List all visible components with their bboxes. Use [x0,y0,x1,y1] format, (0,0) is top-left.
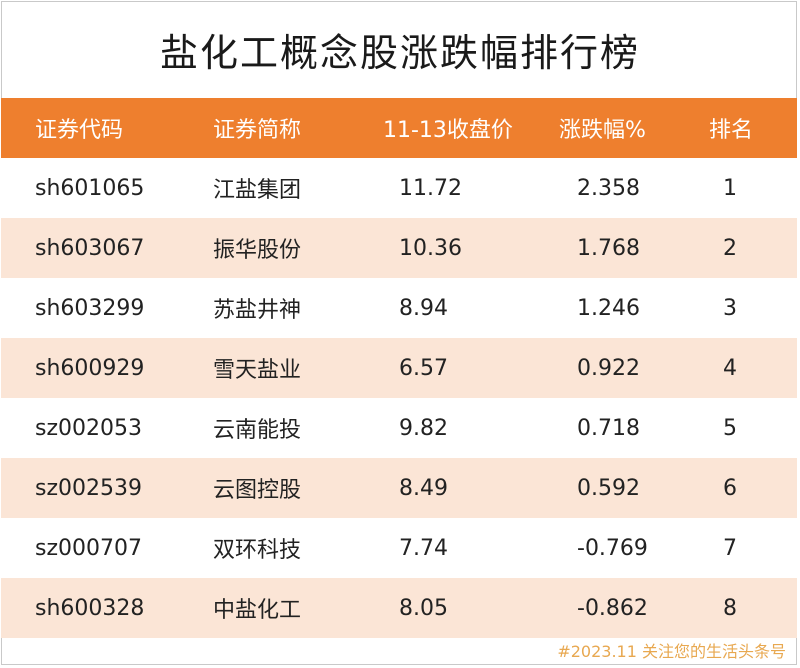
table-row: sh603299 苏盐井神 8.94 1.246 3 [1,278,797,338]
cell-code: sz000707 [35,535,142,561]
cell-name: 苏盐井神 [213,298,302,323]
cell-rank: 3 [723,295,737,321]
cell-change-pct: -0.769 [577,535,648,561]
cell-change-pct: 0.922 [577,355,640,381]
cell-close-price: 9.82 [399,415,448,441]
cell-name: 雪天盐业 [213,358,302,383]
cell-rank: 6 [723,475,737,501]
table-row: sh603067 振华股份 10.36 1.768 2 [1,218,797,278]
table-row: sz000707 双环科技 7.74 -0.769 7 [1,518,797,578]
table-row: sz002053 云南能投 9.82 0.718 5 [1,398,797,458]
cell-change-pct: -0.862 [577,595,648,621]
cell-close-price: 8.94 [399,295,448,321]
cell-close-price: 7.74 [399,535,448,561]
cell-change-pct: 1.768 [577,235,640,261]
cell-close-price: 8.49 [399,475,448,501]
table-header-row: 证券代码 证券简称 11-13收盘价 涨跌幅% 排名 [1,98,797,158]
table-row: sh600328 中盐化工 8.05 -0.862 8 [1,578,797,638]
cell-name: 双环科技 [213,538,302,563]
ranking-table: 证券代码 证券简称 11-13收盘价 涨跌幅% 排名 sh601065 江盐集团… [1,98,797,638]
page-title: 盐化工概念股涨跌幅排行榜 [159,30,640,75]
header-name: 证券简称 [213,118,302,143]
cell-close-price: 6.57 [399,355,448,381]
cell-rank: 7 [723,535,737,561]
cell-code: sz002053 [35,415,142,441]
cell-code: sh603067 [35,235,145,261]
cell-rank: 8 [723,595,737,621]
table-row: sh601065 江盐集团 11.72 2.358 1 [1,158,797,218]
table-row: sh600929 雪天盐业 6.57 0.922 4 [1,338,797,398]
cell-code: sz002539 [35,475,142,501]
cell-change-pct: 1.246 [577,295,640,321]
cell-name: 江盐集团 [213,178,302,203]
table-row: sz002539 云图控股 8.49 0.592 6 [1,458,797,518]
cell-name: 云南能投 [213,418,302,443]
cell-rank: 1 [723,175,737,201]
cell-code: sh601065 [35,175,145,201]
cell-code: sh600328 [35,595,145,621]
cell-close-price: 8.05 [399,595,448,621]
cell-name: 中盐化工 [213,598,302,623]
cell-close-price: 10.36 [399,235,462,261]
cell-rank: 4 [723,355,737,381]
footer-watermark: #2023.11 关注您的生活头条号 [557,642,786,661]
header-close-price: 11-13收盘价 [383,118,513,143]
cell-rank: 5 [723,415,737,441]
cell-name: 振华股份 [213,238,302,263]
cell-code: sh603299 [35,295,145,321]
cell-code: sh600929 [35,355,145,381]
cell-change-pct: 0.592 [577,475,640,501]
cell-close-price: 11.72 [399,175,462,201]
cell-change-pct: 0.718 [577,415,640,441]
cell-name: 云图控股 [213,478,302,503]
cell-rank: 2 [723,235,737,261]
cell-change-pct: 2.358 [577,175,640,201]
header-change-pct: 涨跌幅% [559,118,646,143]
header-rank: 排名 [709,118,754,143]
header-code: 证券代码 [35,118,124,143]
